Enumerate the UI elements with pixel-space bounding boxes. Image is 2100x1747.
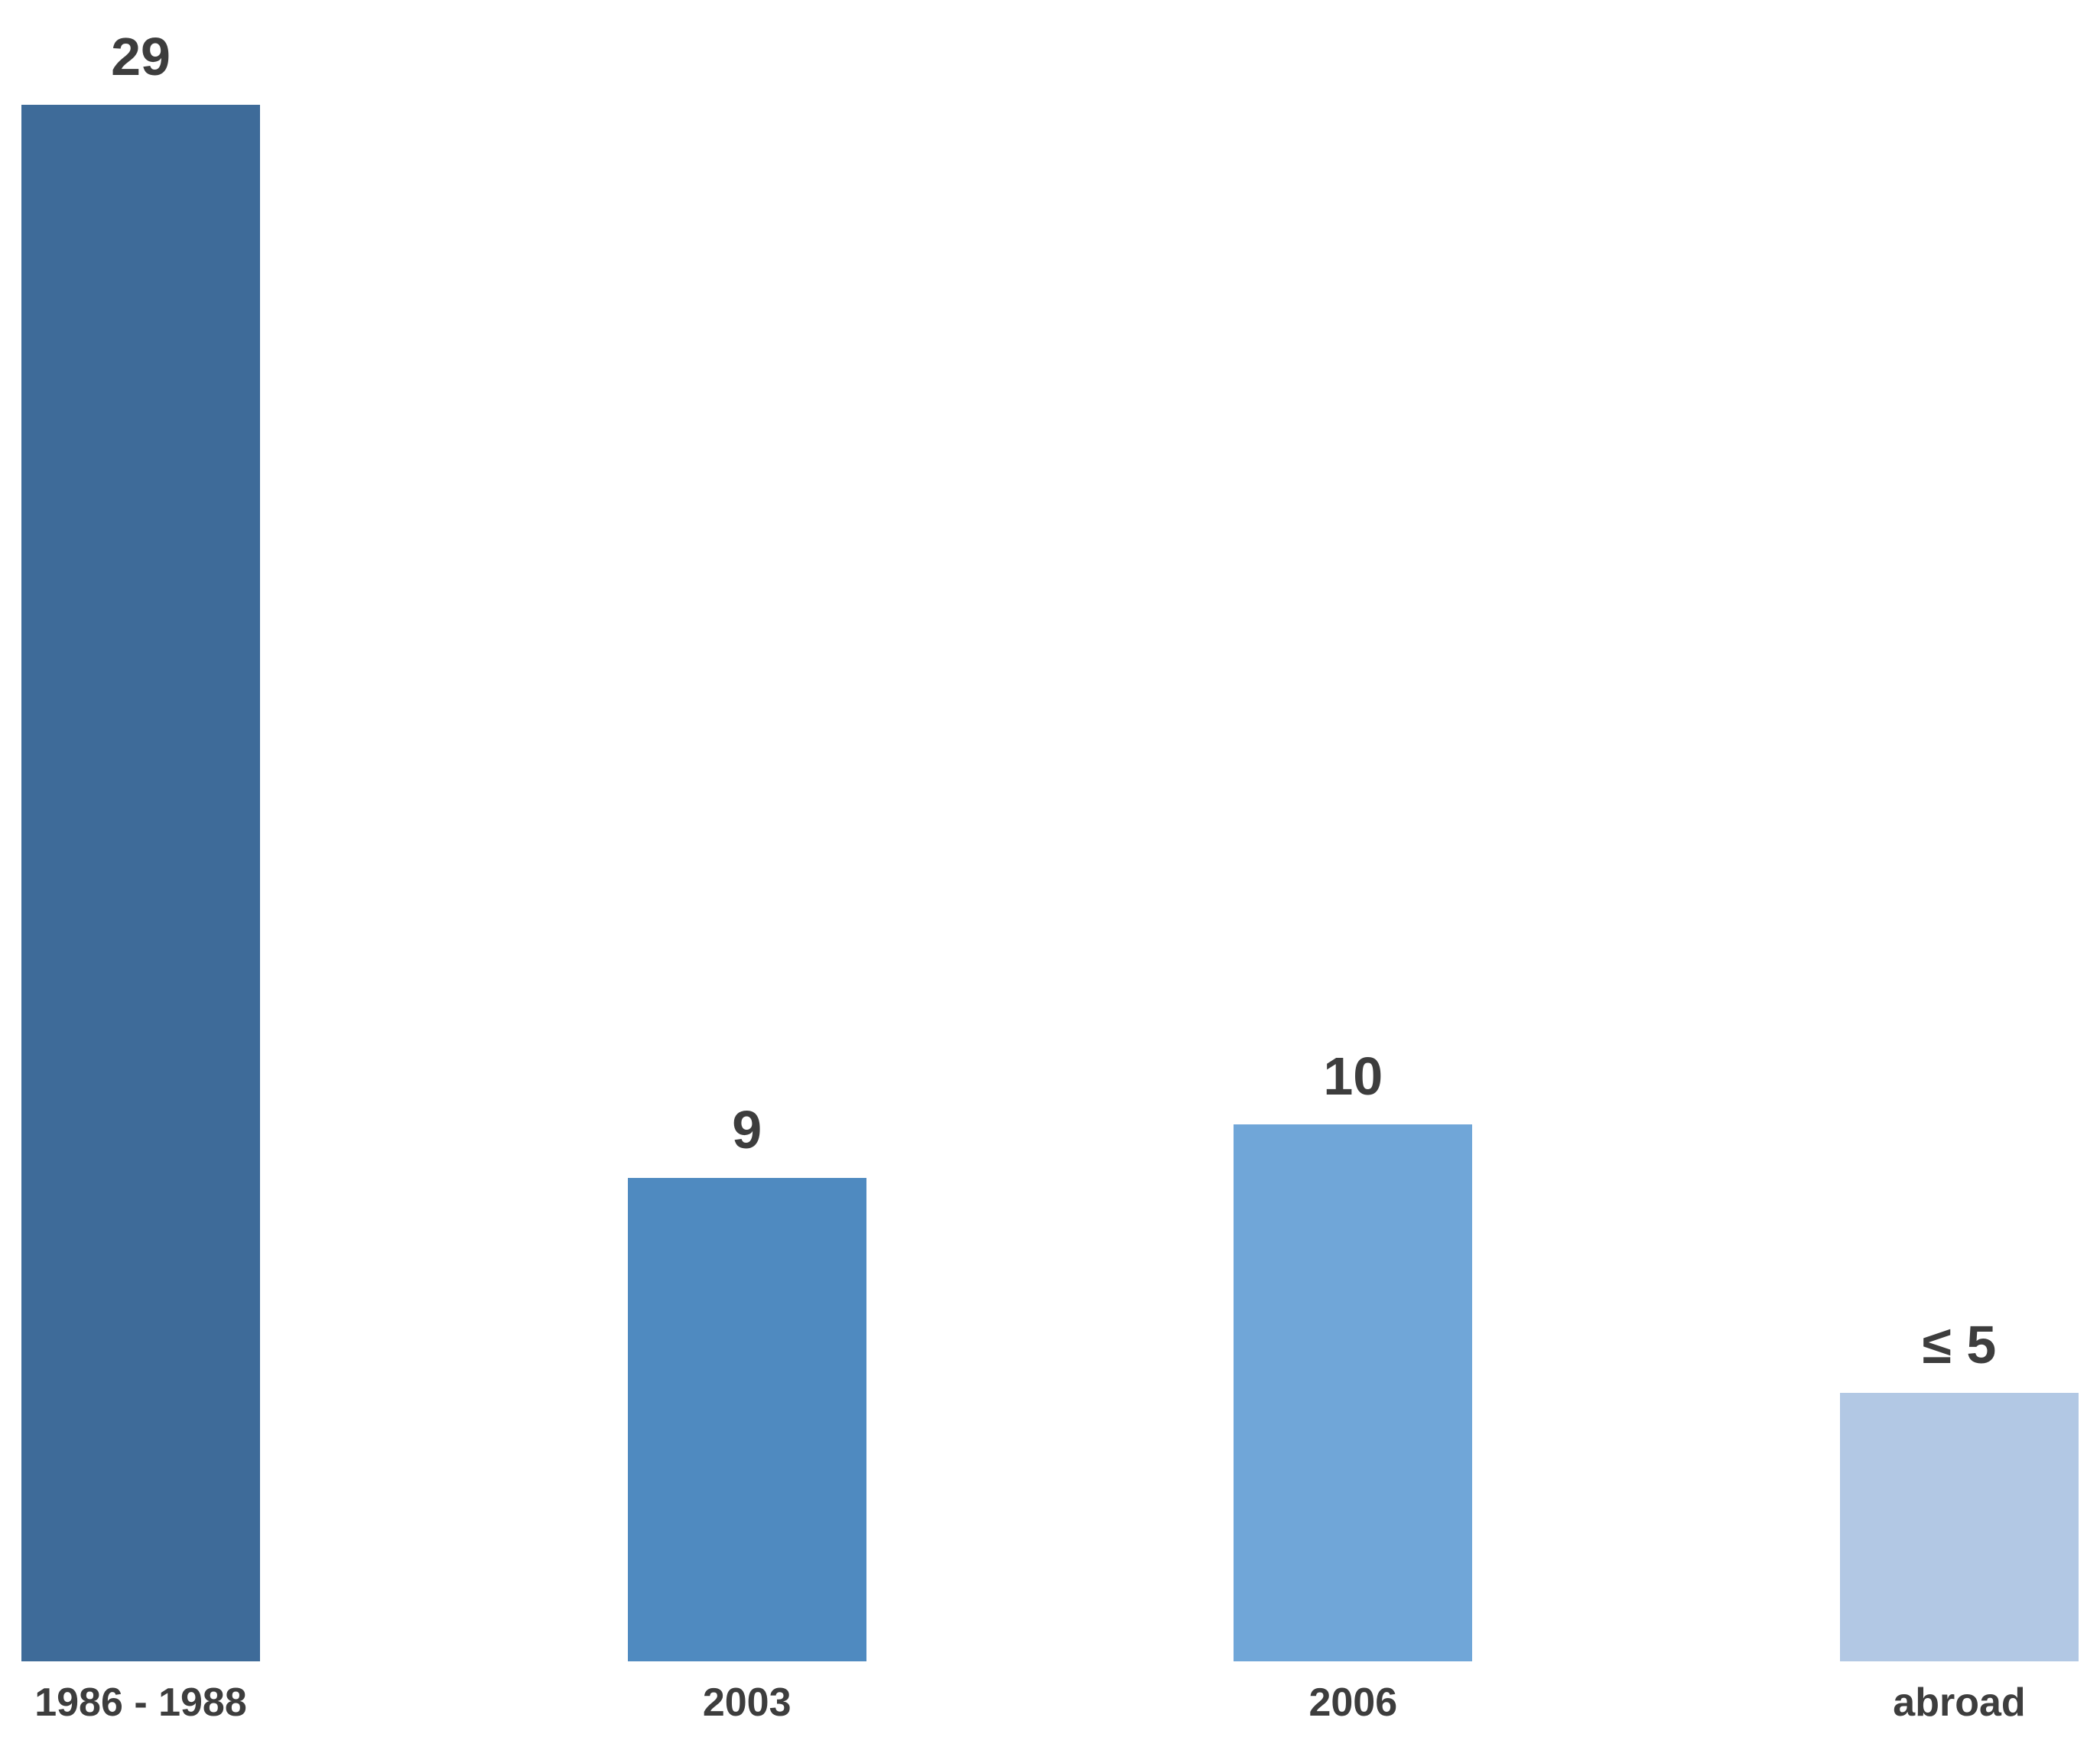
bar-group-abroad: ≤ 5 (1839, 1315, 2079, 1661)
data-label: 9 (732, 1100, 762, 1160)
data-label: 29 (111, 27, 171, 86)
category-label: abroad (1893, 1680, 2026, 1725)
bar-2006 (1234, 1124, 1473, 1661)
bar-2003 (627, 1178, 866, 1661)
data-label: ≤ 5 (1922, 1315, 1997, 1375)
category-label: 2003 (702, 1680, 792, 1725)
bar-group-1986-1988: 29 (21, 30, 260, 1661)
category-label: 2006 (1308, 1680, 1398, 1725)
x-axis-labels: 1986 - 1988 2003 2006 abroad (0, 1661, 2100, 1747)
bar-abroad (1839, 1393, 2079, 1661)
data-label: 10 (1323, 1046, 1383, 1106)
category-label: 1986 - 1988 (34, 1680, 247, 1725)
bar-group-2006: 10 (1234, 1046, 1473, 1661)
bar-1986-1988 (21, 105, 260, 1661)
bar-group-2003: 9 (627, 1100, 866, 1661)
plot-area: 29 9 10 ≤ 5 (21, 30, 2079, 1661)
